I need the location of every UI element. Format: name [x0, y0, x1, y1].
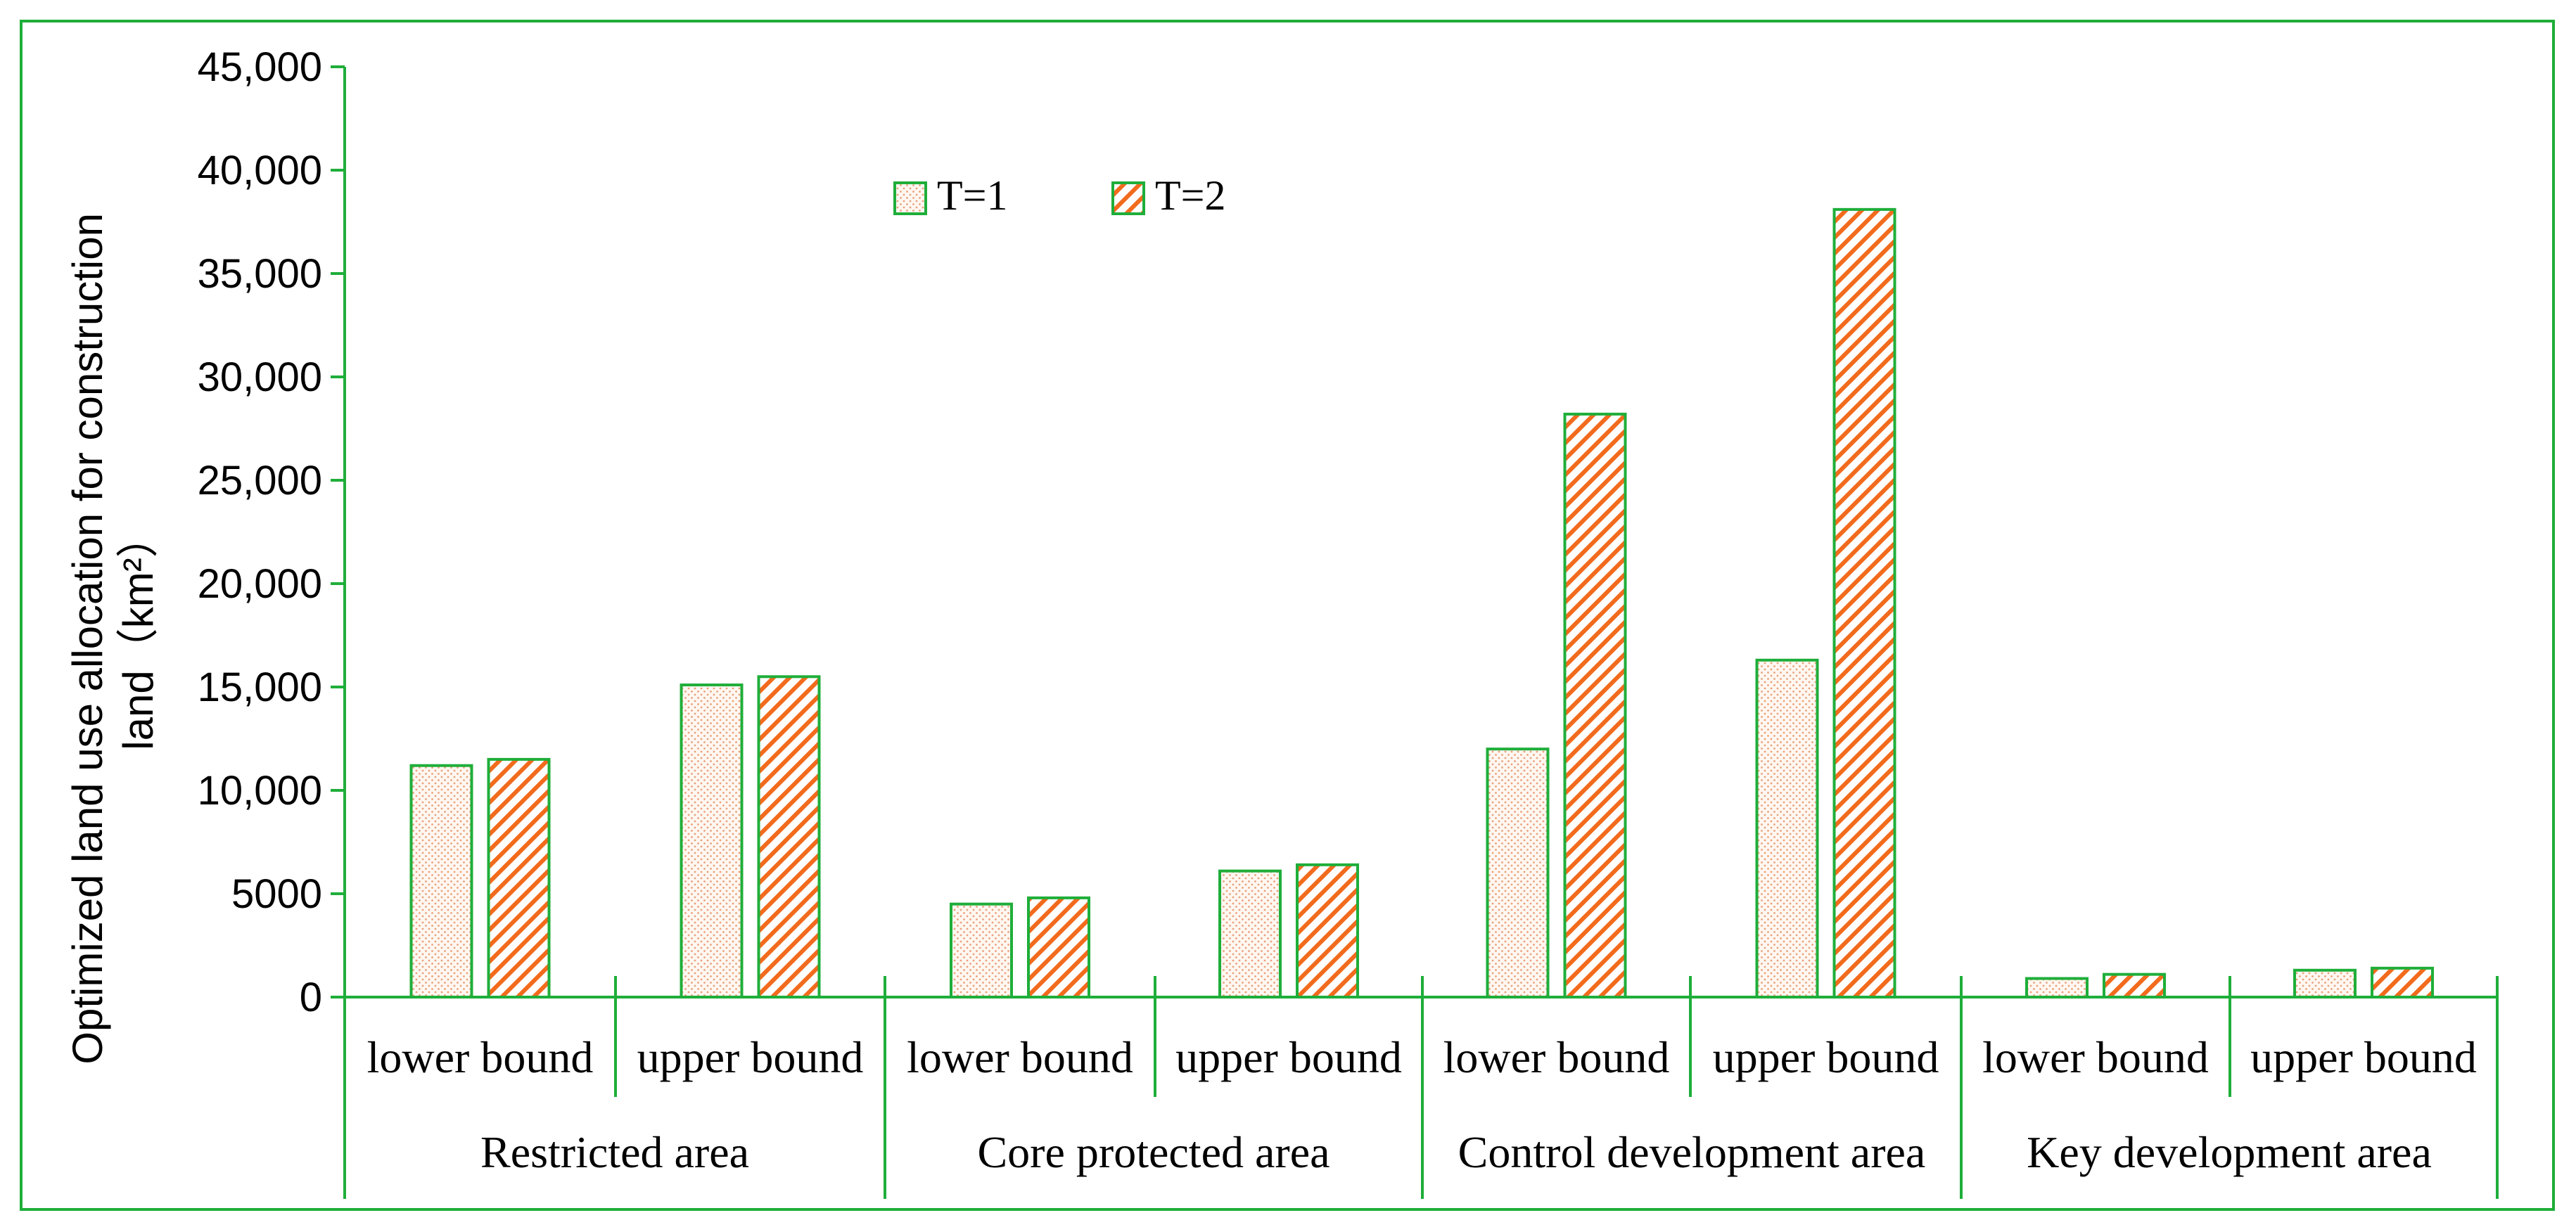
y-tick-label: 0 — [300, 975, 322, 1020]
x-group-label: Restricted area — [480, 1127, 749, 1177]
bar-t2 — [2371, 966, 2434, 999]
bar-t1 — [1755, 658, 1819, 999]
x-category-label: lower bound — [367, 1032, 594, 1082]
legend-swatch-t1 — [893, 181, 927, 215]
x-category-label: upper bound — [637, 1032, 864, 1082]
y-axis-label: Optimized land use allocation for constr… — [64, 201, 162, 1064]
bar-t2 — [487, 757, 551, 999]
y-axis: 0 5000 10,000 15,000 20,000 25,000 30,000 35,00… — [198, 44, 346, 1020]
y-tick-label: 25,000 — [198, 458, 322, 503]
x-category-label: lower bound — [1982, 1032, 2209, 1082]
legend-label-t2: T=2 — [1155, 172, 1226, 219]
legend: T=1 T=2 — [893, 172, 1226, 219]
y-tick-label: 30,000 — [198, 354, 322, 400]
y-tick-label: 35,000 — [198, 251, 322, 297]
x-axis: lower bound upper bound lower bound upper b… — [343, 976, 2499, 1199]
y-axis-label-line2: land（km²） — [115, 515, 162, 750]
bar-t2 — [1027, 896, 1090, 999]
y-tick-label: 45,000 — [198, 44, 322, 90]
y-tick-label: 15,000 — [198, 664, 322, 710]
x-group-label: Key development area — [2027, 1127, 2432, 1177]
bars — [409, 207, 2434, 999]
bar-t1 — [1486, 747, 1550, 999]
x-category-label: lower bound — [907, 1032, 1133, 1082]
legend-label-t1: T=1 — [937, 172, 1008, 219]
bar-t2 — [1563, 412, 1627, 999]
bar-t1 — [1218, 869, 1282, 999]
bar-t1 — [950, 902, 1013, 999]
y-tick-label: 20,000 — [198, 561, 322, 607]
x-group-label: Control development area — [1458, 1127, 1926, 1177]
bar-t1 — [680, 683, 744, 999]
bar-t1 — [409, 764, 473, 999]
y-tick-label: 40,000 — [198, 148, 322, 193]
bar-t2 — [1296, 863, 1359, 999]
bar-t2 — [1832, 207, 1896, 999]
x-category-label: upper bound — [1175, 1032, 1402, 1082]
bar-t1 — [2293, 968, 2357, 999]
legend-swatch-t2 — [1111, 181, 1145, 215]
x-category-label: upper bound — [1713, 1032, 1939, 1082]
bar-t2 — [2103, 972, 2166, 999]
bar-t2 — [757, 675, 821, 999]
y-axis-label-line1: Optimized land use allocation for constr… — [64, 213, 111, 1065]
bar-t1 — [2025, 977, 2089, 999]
x-category-label: lower bound — [1443, 1032, 1670, 1082]
y-tick-label: 10,000 — [198, 768, 322, 814]
x-group-label: Core protected area — [977, 1127, 1330, 1177]
x-category-label: upper bound — [2250, 1032, 2477, 1082]
chart-frame — [20, 20, 2555, 1211]
y-tick-label: 5000 — [231, 871, 322, 917]
